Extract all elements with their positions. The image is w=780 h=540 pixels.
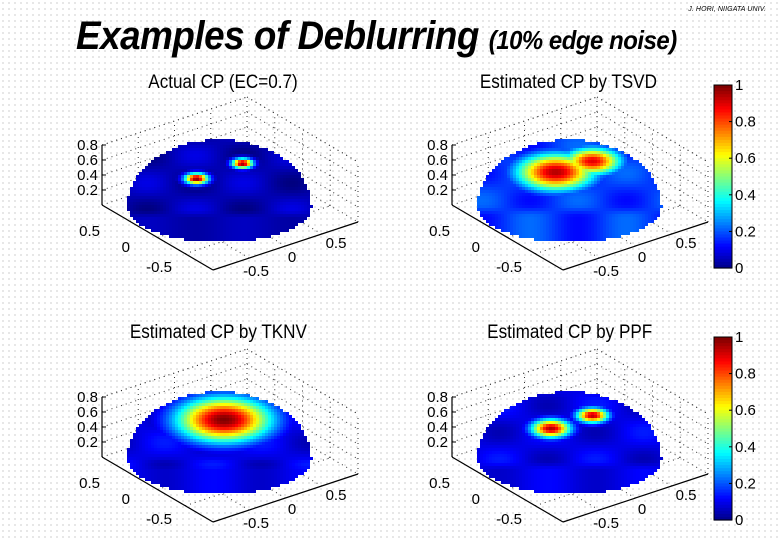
- y-axis: [212, 221, 359, 271]
- colorbar-tick-label: 0.2: [735, 223, 756, 240]
- y-tick-label: -0.5: [243, 515, 269, 532]
- x-tick-label: 0.5: [79, 475, 100, 492]
- author-credit: J. HORI, NIIGATA UNIV.: [688, 6, 766, 13]
- hemisphere-surface: [477, 391, 663, 493]
- colorbar-tick-label: 0: [735, 260, 743, 277]
- x-axis: [101, 456, 214, 523]
- panel-title-ppf: Estimated CP by PPF: [487, 322, 653, 343]
- x-tick-label: 0: [472, 239, 480, 256]
- colorbar-tick-label: 0.8: [735, 114, 756, 131]
- panel-title-tsvd: Estimated CP by TSVD: [479, 72, 657, 93]
- colorbar-tick-label: 0: [735, 512, 743, 529]
- y-tick-label: 0.5: [676, 487, 697, 504]
- y-tick-label: -0.5: [593, 263, 619, 280]
- y-tick-label: -0.5: [593, 515, 619, 532]
- z-tick-label: 0.4: [77, 419, 98, 436]
- x-axis: [451, 204, 564, 271]
- y-tick-label: 0: [638, 249, 646, 266]
- z-tick-label: 0.6: [77, 404, 98, 421]
- panel-title-tknv: Estimated CP by TKNV: [129, 322, 307, 343]
- x-tick-label: 0.5: [429, 475, 450, 492]
- z-tick-label: 0.6: [427, 404, 448, 421]
- colorbar-tick-label: 1: [735, 329, 743, 346]
- x-tick-label: 0: [122, 239, 130, 256]
- x-tick-label: -0.5: [496, 259, 522, 276]
- panel-title-actual: Actual CP (EC=0.7): [148, 72, 298, 93]
- x-tick-label: 0.5: [79, 223, 100, 240]
- z-tick-label: 0.4: [427, 167, 448, 184]
- y-tick-label: 0: [288, 249, 296, 266]
- x-axis: [451, 456, 564, 523]
- colorbar-tick-label: 0.4: [735, 187, 756, 204]
- hemisphere-surface: [127, 139, 313, 241]
- y-tick-label: 0.5: [326, 235, 347, 252]
- z-tick-label: 0.4: [77, 167, 98, 184]
- hemisphere-surface: [477, 139, 663, 241]
- y-tick-label: -0.5: [243, 263, 269, 280]
- x-tick-label: 0.5: [429, 223, 450, 240]
- x-tick-label: -0.5: [146, 259, 172, 276]
- colorbar-tick-label: 0.2: [735, 475, 756, 492]
- x-tick-label: 0: [472, 491, 480, 508]
- y-tick-label: 0.5: [676, 235, 697, 252]
- z-tick-label: 0.8: [427, 137, 448, 154]
- z-tick-label: 0.6: [77, 152, 98, 169]
- z-tick-label: 0.6: [427, 152, 448, 169]
- colorbar: 1 0.8 0.6 0.4 0.2 0: [713, 77, 756, 277]
- z-tick-label: 0.2: [427, 434, 448, 451]
- title-subtitle: (10% edge noise): [488, 25, 678, 55]
- z-tick-label: 0.2: [427, 182, 448, 199]
- z-tick-label: 0.8: [77, 137, 98, 154]
- colorbar-tick-label: 0.8: [735, 366, 756, 383]
- y-axis: [562, 221, 709, 271]
- y-tick-label: 0.5: [326, 487, 347, 504]
- y-tick-label: 0: [288, 501, 296, 518]
- colorbar-tick-label: 0.6: [735, 150, 756, 167]
- z-tick-label: 0.8: [77, 389, 98, 406]
- colorbar-tick-label: 0.4: [735, 439, 756, 456]
- page-title: Examples of Deblurring (10% edge noise): [76, 14, 677, 59]
- z-tick-label: 0.2: [77, 434, 98, 451]
- colorbar-tick-label: 1: [735, 77, 743, 94]
- y-axis: [212, 473, 359, 523]
- x-tick-label: 0: [122, 491, 130, 508]
- x-axis: [101, 204, 214, 271]
- title-main: Examples of Deblurring: [76, 14, 479, 58]
- z-tick-label: 0.2: [77, 182, 98, 199]
- colorbar-tick-label: 0.6: [735, 402, 756, 419]
- y-tick-label: 0: [638, 501, 646, 518]
- z-tick-label: 0.4: [427, 419, 448, 436]
- hemisphere-surface: [127, 391, 313, 493]
- x-tick-label: -0.5: [146, 511, 172, 528]
- y-axis: [562, 473, 709, 523]
- colorbar: 1 0.8 0.6 0.4 0.2 0: [713, 329, 756, 529]
- x-tick-label: -0.5: [496, 511, 522, 528]
- z-tick-label: 0.8: [427, 389, 448, 406]
